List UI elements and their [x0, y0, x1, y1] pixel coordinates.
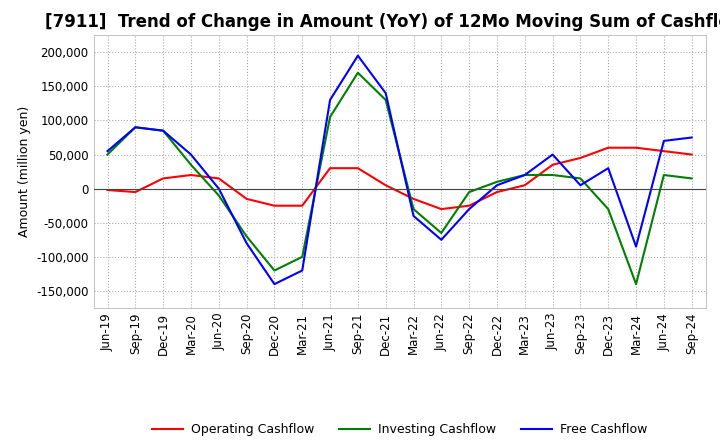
- Investing Cashflow: [215, 193, 223, 198]
- Free Cashflow: [437, 237, 446, 242]
- Operating Cashflow: [631, 145, 640, 150]
- Operating Cashflow: [409, 196, 418, 202]
- Investing Cashflow: [270, 268, 279, 273]
- Operating Cashflow: [215, 176, 223, 181]
- Investing Cashflow: [604, 206, 613, 212]
- Title: [7911]  Trend of Change in Amount (YoY) of 12Mo Moving Sum of Cashflows: [7911] Trend of Change in Amount (YoY) o…: [45, 13, 720, 31]
- Free Cashflow: [242, 241, 251, 246]
- Free Cashflow: [604, 165, 613, 171]
- Free Cashflow: [159, 128, 168, 133]
- Operating Cashflow: [437, 206, 446, 212]
- Operating Cashflow: [270, 203, 279, 208]
- Free Cashflow: [354, 53, 362, 58]
- Free Cashflow: [382, 91, 390, 96]
- Free Cashflow: [270, 282, 279, 287]
- Investing Cashflow: [549, 172, 557, 178]
- Free Cashflow: [409, 213, 418, 219]
- Free Cashflow: [103, 148, 112, 154]
- Investing Cashflow: [660, 172, 668, 178]
- Investing Cashflow: [576, 176, 585, 181]
- Legend: Operating Cashflow, Investing Cashflow, Free Cashflow: Operating Cashflow, Investing Cashflow, …: [147, 418, 652, 440]
- Free Cashflow: [215, 186, 223, 191]
- Operating Cashflow: [604, 145, 613, 150]
- Free Cashflow: [521, 172, 529, 178]
- Investing Cashflow: [131, 125, 140, 130]
- Free Cashflow: [131, 125, 140, 130]
- Free Cashflow: [465, 206, 474, 212]
- Investing Cashflow: [298, 254, 307, 260]
- Y-axis label: Amount (million yen): Amount (million yen): [18, 106, 31, 237]
- Investing Cashflow: [521, 172, 529, 178]
- Operating Cashflow: [576, 155, 585, 161]
- Line: Investing Cashflow: Investing Cashflow: [107, 73, 692, 284]
- Operating Cashflow: [298, 203, 307, 208]
- Operating Cashflow: [549, 162, 557, 167]
- Operating Cashflow: [354, 165, 362, 171]
- Free Cashflow: [492, 183, 501, 188]
- Line: Operating Cashflow: Operating Cashflow: [107, 148, 692, 209]
- Investing Cashflow: [103, 152, 112, 157]
- Investing Cashflow: [159, 128, 168, 133]
- Investing Cashflow: [354, 70, 362, 75]
- Investing Cashflow: [688, 176, 696, 181]
- Investing Cashflow: [409, 206, 418, 212]
- Investing Cashflow: [492, 179, 501, 184]
- Investing Cashflow: [382, 97, 390, 103]
- Investing Cashflow: [631, 282, 640, 287]
- Operating Cashflow: [159, 176, 168, 181]
- Free Cashflow: [298, 268, 307, 273]
- Free Cashflow: [660, 138, 668, 143]
- Free Cashflow: [549, 152, 557, 157]
- Operating Cashflow: [521, 183, 529, 188]
- Operating Cashflow: [242, 196, 251, 202]
- Operating Cashflow: [103, 187, 112, 193]
- Operating Cashflow: [382, 183, 390, 188]
- Investing Cashflow: [437, 230, 446, 235]
- Operating Cashflow: [465, 203, 474, 208]
- Operating Cashflow: [186, 172, 195, 178]
- Line: Free Cashflow: Free Cashflow: [107, 55, 692, 284]
- Investing Cashflow: [465, 189, 474, 194]
- Investing Cashflow: [242, 234, 251, 239]
- Investing Cashflow: [186, 162, 195, 167]
- Operating Cashflow: [131, 189, 140, 194]
- Free Cashflow: [325, 97, 334, 103]
- Free Cashflow: [631, 244, 640, 249]
- Operating Cashflow: [325, 165, 334, 171]
- Operating Cashflow: [660, 148, 668, 154]
- Free Cashflow: [576, 183, 585, 188]
- Operating Cashflow: [688, 152, 696, 157]
- Free Cashflow: [688, 135, 696, 140]
- Operating Cashflow: [492, 189, 501, 194]
- Free Cashflow: [186, 152, 195, 157]
- Investing Cashflow: [325, 114, 334, 120]
